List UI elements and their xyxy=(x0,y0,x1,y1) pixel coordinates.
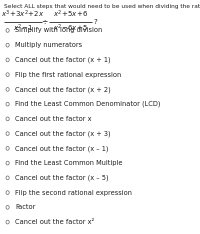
Circle shape xyxy=(6,176,9,180)
Text: Cancel out the factor (x + 2): Cancel out the factor (x + 2) xyxy=(15,86,111,93)
Circle shape xyxy=(6,191,9,194)
Text: Flip the first rational expression: Flip the first rational expression xyxy=(15,72,121,78)
Text: Factor: Factor xyxy=(15,204,35,210)
Circle shape xyxy=(6,43,9,47)
Circle shape xyxy=(6,73,9,77)
Circle shape xyxy=(6,88,9,91)
Circle shape xyxy=(6,117,9,121)
Circle shape xyxy=(6,29,9,32)
Text: $x^3\!+\!3x^2\!+\!2x$: $x^3\!+\!3x^2\!+\!2x$ xyxy=(1,9,45,20)
Text: Simplify with long division: Simplify with long division xyxy=(15,27,102,33)
Text: Multiply numerators: Multiply numerators xyxy=(15,42,82,48)
Text: $x^2\!-\!1$: $x^2\!-\!1$ xyxy=(13,23,33,34)
Circle shape xyxy=(6,161,9,165)
Circle shape xyxy=(6,146,9,150)
Circle shape xyxy=(6,205,9,209)
Text: Cancel out the factor (x + 3): Cancel out the factor (x + 3) xyxy=(15,130,111,137)
Circle shape xyxy=(6,132,9,135)
Text: Find the Least Common Denominator (LCD): Find the Least Common Denominator (LCD) xyxy=(15,101,160,107)
Text: Flip the second rational expression: Flip the second rational expression xyxy=(15,190,132,196)
Text: Cancel out the factor (x – 1): Cancel out the factor (x – 1) xyxy=(15,145,108,152)
Text: Select ALL steps that would need to be used when dividing the rational expressio: Select ALL steps that would need to be u… xyxy=(4,4,200,8)
Text: Cancel out the factor (x + 1): Cancel out the factor (x + 1) xyxy=(15,57,111,63)
Circle shape xyxy=(6,220,9,224)
Text: Cancel out the factor (x – 5): Cancel out the factor (x – 5) xyxy=(15,175,109,181)
Circle shape xyxy=(6,102,9,106)
Text: ?: ? xyxy=(94,18,97,25)
Text: Find the Least Common Multiple: Find the Least Common Multiple xyxy=(15,160,122,166)
Text: $x^2\!-\!6x\!+\!5$: $x^2\!-\!6x\!+\!5$ xyxy=(53,23,88,34)
Text: $x^2\!+\!5x\!+\!6$: $x^2\!+\!5x\!+\!6$ xyxy=(53,9,88,20)
Text: Cancel out the factor x: Cancel out the factor x xyxy=(15,116,92,122)
Circle shape xyxy=(6,58,9,62)
Text: Cancel out the factor x²: Cancel out the factor x² xyxy=(15,219,94,225)
Text: $\div$: $\div$ xyxy=(41,17,49,26)
